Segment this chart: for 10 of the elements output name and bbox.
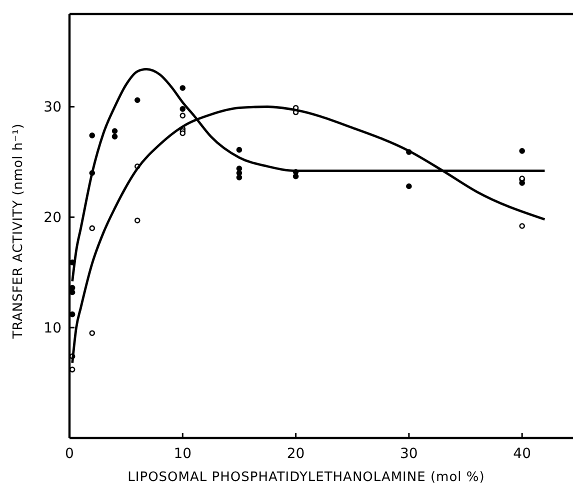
x-tick-label: 0	[65, 446, 74, 462]
y-tick-label: 10	[44, 320, 62, 336]
y-tick-label: 20	[44, 210, 62, 226]
x-tick-label: 20	[286, 446, 305, 462]
x-axis-title: LIPOSOMAL PHOSPHATIDYLETHANOLAMINE (mol %)	[128, 470, 485, 485]
y-axis-title: TRANSFER ACTIVITY (nmol h⁻¹)	[11, 123, 26, 340]
x-tick-label: 40	[513, 446, 531, 462]
y-tick-label: 30	[44, 100, 62, 116]
x-tick-label: 10	[174, 446, 192, 462]
x-tick-label: 30	[400, 446, 418, 462]
